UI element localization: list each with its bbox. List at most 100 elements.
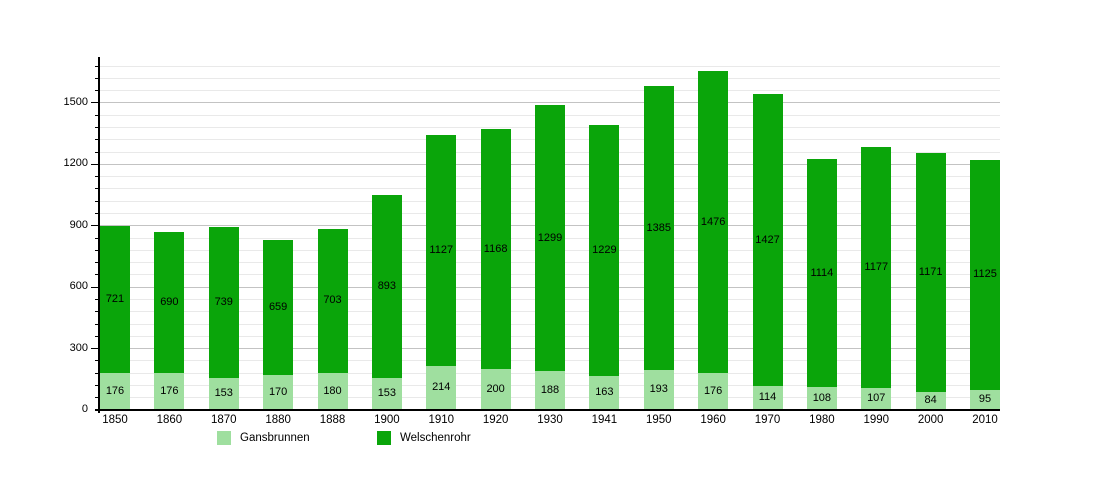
bar-group-1941: 1229 163 <box>589 0 620 410</box>
bar-value-welschenrohr-1870: 739 <box>214 296 233 309</box>
y-axis-label-900: 900 <box>69 218 88 231</box>
x-axis-label-1880: 1880 <box>265 414 291 426</box>
bar-value-welschenrohr-1888: 703 <box>323 294 342 307</box>
bar-segment-welschenrohr-2010: 1125 <box>970 159 1000 391</box>
bar-value-welschenrohr-2010: 1125 <box>973 268 997 281</box>
bar-segment-gansbrunnen-1920: 200 <box>480 368 511 410</box>
bar-value-gansbrunnen-1888: 180 <box>323 384 342 397</box>
bar-segment-gansbrunnen-1880: 170 <box>263 374 294 410</box>
y-tick-1380 <box>95 127 99 128</box>
bar-group-1910: 1127 214 <box>426 0 457 410</box>
y-tick-780 <box>95 249 99 251</box>
y-tick-1020 <box>95 200 99 202</box>
bar-segment-welschenrohr-1941: 1229 <box>589 124 620 377</box>
y-axis-label-600: 600 <box>69 280 88 293</box>
bar-value-welschenrohr-1930: 1299 <box>537 231 563 244</box>
bar-segment-welschenrohr-1950: 1385 <box>643 86 674 370</box>
bar-value-gansbrunnen-1960: 176 <box>703 384 723 397</box>
bar-segment-gansbrunnen-2010: 95 <box>970 390 1000 410</box>
y-tick-1560 <box>95 90 99 92</box>
y-tick-420 <box>95 323 99 325</box>
x-axis-label-1910: 1910 <box>428 414 455 426</box>
y-tick-1680 <box>95 65 99 67</box>
bar-value-gansbrunnen-1950: 193 <box>649 383 668 396</box>
bar-value-welschenrohr-1850: 721 <box>105 293 125 306</box>
y-axis-label-300: 300 <box>69 341 88 354</box>
y-tick-1080 <box>95 188 99 190</box>
bar-segment-gansbrunnen-1870: 153 <box>208 378 239 410</box>
bar-segment-gansbrunnen-1860: 176 <box>154 373 185 410</box>
bar-group-1930: 1299 188 <box>535 0 565 410</box>
bar-group-1880: 659 170 <box>263 0 294 410</box>
y-tick-1260 <box>95 151 99 153</box>
bar-group-1900: 893 153 <box>371 0 402 410</box>
y-tick-180 <box>95 372 99 374</box>
bar-group-1950: 1385 193 <box>643 0 674 410</box>
bar-segment-welschenrohr-1850: 721 <box>100 225 130 374</box>
bar-segment-gansbrunnen-1950: 193 <box>643 369 674 410</box>
bar-segment-welschenrohr-1888: 703 <box>317 228 348 373</box>
bar-segment-gansbrunnen-1941: 163 <box>589 376 620 410</box>
bar-segment-gansbrunnen-2000: 84 <box>915 392 946 410</box>
y-axis-label-1200: 1200 <box>63 157 88 170</box>
bar-segment-welschenrohr-1970: 1427 <box>752 94 783 387</box>
y-tick-1320 <box>95 139 99 141</box>
bar-value-gansbrunnen-1850: 176 <box>105 384 125 397</box>
bar-segment-gansbrunnen-1980: 108 <box>806 387 837 410</box>
y-tick-1620 <box>95 77 99 79</box>
bar-segment-welschenrohr-1980: 1114 <box>806 159 837 388</box>
legend-swatch-welschenrohr <box>377 431 391 445</box>
bar-group-1870: 739 153 <box>208 0 239 410</box>
legend-label-welschenrohr: Welschenrohr <box>400 432 471 444</box>
x-axis-label-1930: 1930 <box>537 414 563 426</box>
bar-value-gansbrunnen-1880: 170 <box>268 385 288 398</box>
y-tick-1140 <box>95 176 99 178</box>
bar-value-welschenrohr-1950: 1385 <box>646 221 671 234</box>
bar-group-2010: 1125 95 <box>970 0 1000 410</box>
y-tick-600 <box>91 286 99 288</box>
bar-value-welschenrohr-1860: 690 <box>160 296 179 309</box>
y-axis-label-0: 0 <box>81 403 88 415</box>
bar-value-welschenrohr-1910: 1127 <box>429 243 454 256</box>
bar-value-welschenrohr-1900: 893 <box>377 280 397 293</box>
bar-segment-welschenrohr-1870: 739 <box>208 226 239 379</box>
x-axis-label-1888: 1888 <box>319 414 346 426</box>
bar-segment-gansbrunnen-1910: 214 <box>426 365 457 410</box>
y-tick-900 <box>91 225 99 227</box>
x-axis-label-2010: 2010 <box>972 414 998 426</box>
bar-group-1850: 721 176 <box>100 0 130 410</box>
x-axis-label-1980: 1980 <box>809 414 835 426</box>
x-axis-label-1950: 1950 <box>645 414 672 426</box>
bar-value-gansbrunnen-1941: 163 <box>595 386 614 399</box>
bar-group-1860: 690 176 <box>154 0 185 410</box>
x-axis-label-2000: 2000 <box>917 414 944 426</box>
x-axis-label-1850: 1850 <box>102 414 128 426</box>
bar-segment-welschenrohr-1880: 659 <box>263 239 294 375</box>
bar-segment-gansbrunnen-1850: 176 <box>100 373 130 410</box>
x-axis-label-1860: 1860 <box>156 414 183 426</box>
bar-group-1980: 1114 108 <box>806 0 837 410</box>
bar-value-welschenrohr-1980: 1114 <box>810 266 834 279</box>
bar-group-1970: 1427 114 <box>752 0 783 410</box>
y-tick-540 <box>95 298 99 300</box>
bar-segment-welschenrohr-1900: 893 <box>371 195 402 379</box>
bar-value-gansbrunnen-1860: 176 <box>160 384 179 397</box>
legend-label-gansbrunnen: Gansbrunnen <box>240 432 310 444</box>
bar-value-gansbrunnen-1920: 200 <box>486 382 505 395</box>
x-axis-label-1970: 1970 <box>754 414 781 426</box>
bar-segment-welschenrohr-1920: 1168 <box>480 129 511 369</box>
y-tick-1200 <box>91 163 99 165</box>
y-tick-300 <box>91 348 99 350</box>
bar-segment-gansbrunnen-1930: 188 <box>535 371 565 410</box>
y-tick-240 <box>95 360 99 362</box>
bar-segment-gansbrunnen-1900: 153 <box>371 378 402 410</box>
y-tick-1440 <box>95 114 99 116</box>
y-tick-660 <box>95 274 99 276</box>
bar-value-gansbrunnen-1900: 153 <box>377 387 397 400</box>
x-axis-label-1920: 1920 <box>482 414 509 426</box>
y-tick-120 <box>95 384 99 386</box>
bar-value-gansbrunnen-2000: 84 <box>924 394 937 407</box>
bar-value-gansbrunnen-1930: 188 <box>540 383 560 396</box>
y-tick-1500 <box>91 102 99 104</box>
bar-value-gansbrunnen-1990: 107 <box>867 392 886 405</box>
